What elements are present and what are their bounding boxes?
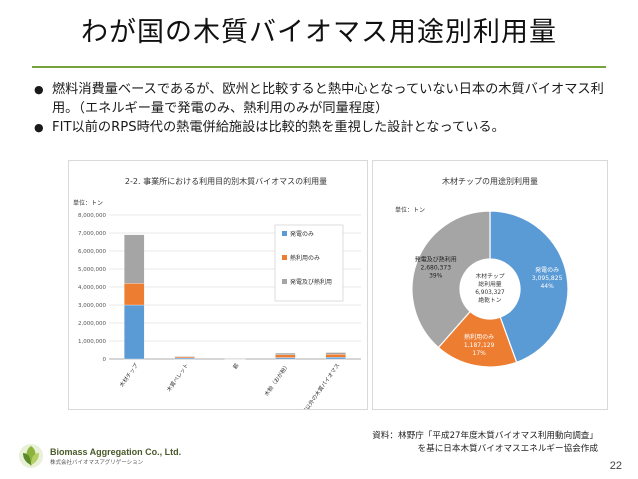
bullet-item: ● 燃料消費量ベースであるが、欧州と比較すると熱中心となっていない日本の木質バイ…: [34, 80, 614, 118]
logo-subtitle: 株式会社バイオマスアグリゲーション: [50, 459, 144, 466]
center-label: 6,903,327: [475, 290, 505, 296]
legend-box: [274, 224, 344, 302]
bar-segment: [174, 357, 195, 360]
legend-swatch: [282, 255, 287, 260]
bullet-dot-icon: ●: [34, 83, 44, 96]
center-label: 総利用量: [478, 280, 501, 288]
bar-segment: [275, 357, 296, 360]
donut-hole: [461, 260, 519, 318]
legend-label: 発電のみ: [290, 230, 314, 238]
bar-segment: [124, 304, 145, 360]
y-tick-label: 6,000,000: [78, 249, 106, 255]
bar-segment: [224, 358, 246, 360]
legend-swatch: [282, 279, 287, 284]
bar-segment: [275, 354, 296, 358]
donut-chart-panel: 木材チップの用途別利用量 単位：トン 発電のみ 3,095,825 44% 熱利用のみ…: [372, 160, 608, 410]
donut-chart-title: 木材チップの用途別利用量: [442, 176, 538, 186]
page-number: 22: [609, 460, 622, 472]
x-tick-label: 木材チップ: [118, 361, 141, 389]
y-tick-label: 5,000,000: [78, 267, 106, 273]
slice-label: 熱利用のみ: [464, 333, 494, 341]
y-tick-label: 7,000,000: [78, 231, 106, 237]
x-tick-label: 左記以外の木質バイオマス: [297, 362, 341, 409]
legend-label: 発電及び熱利用: [290, 278, 332, 286]
slice-label: 3,095,825: [532, 275, 563, 282]
bar-chart-title: 2-2. 事業所における利用目的別木質バイオマスの利用量: [125, 176, 327, 186]
center-label: 木材チップ: [476, 272, 505, 280]
donut-chart-unit-label: 単位：トン: [395, 206, 425, 214]
slice-label: 39%: [429, 272, 443, 279]
legend-swatch: [282, 231, 287, 236]
y-tick-label: 4,000,000: [78, 285, 106, 291]
title-divider: [32, 66, 606, 68]
slice-label: 1,187,129: [464, 342, 495, 349]
bullet-dot-icon: ●: [34, 121, 44, 134]
x-tick-label: 木質ペレット: [165, 362, 190, 394]
bar-segment: [124, 234, 145, 284]
bar-segment: [174, 355, 195, 357]
bar-chart-panel: 2-2. 事業所における利用目的別木質バイオマスの利用量 単位：トン 0 1,00…: [68, 160, 368, 420]
bar-segment: [325, 353, 346, 358]
y-tick-label: 8,000,000: [78, 213, 106, 219]
company-logo: Biomass Aggregation Co., Ltd. 株式会社バイオマスア…: [16, 440, 216, 472]
y-tick-label: 1,000,000: [78, 339, 106, 345]
slice-label: 17%: [473, 350, 487, 357]
slice-label: 44%: [540, 283, 554, 290]
slice-label: 発電のみ: [535, 266, 559, 274]
slice-label: 2,680,373: [420, 264, 451, 271]
bullet-list: ● 燃料消費量ベースであるが、欧州と比較すると熱中心となっていない日本の木質バイ…: [34, 80, 614, 137]
bar-segment: [325, 357, 346, 360]
bar-segment: [174, 356, 195, 359]
legend-label: 熱利用のみ: [290, 254, 320, 262]
y-tick-label: 2,000,000: [78, 321, 106, 327]
slice-label: 発電及び熱利用: [415, 255, 457, 263]
stacked-bar-chart: 2-2. 事業所における利用目的別木質バイオマスの利用量 単位：トン 0 1,00…: [73, 176, 361, 420]
bar-segment: [275, 352, 296, 356]
leaf-logo-icon: [19, 444, 43, 468]
x-tick-label: 薪: [231, 361, 241, 371]
bar-segment: [325, 352, 346, 355]
x-tick-label: 木粉（おが粉）: [262, 362, 291, 398]
y-tick-label: 3,000,000: [78, 303, 106, 309]
slide-title: わが国の木質バイオマス用途別利用量: [81, 17, 557, 48]
source-note: 資料：林野庁「平成27年度木質バイオマス利用動向調査」 を基に日本木質バイオマス…: [372, 430, 598, 456]
y-tick-label: 0: [103, 357, 107, 363]
bar-segment: [124, 283, 145, 306]
center-label: 絶乾トン: [478, 296, 501, 304]
donut-slice: [411, 210, 491, 349]
bullet-text: FIT以前のRPS時代の熱電併給施設は比較的熱を重視した設計となっている。: [52, 120, 505, 135]
source-line: 資料：林野庁「平成27年度木質バイオマス利用動向調査」: [372, 431, 598, 441]
bar-chart-unit-label: 単位：トン: [73, 199, 103, 207]
logo-name: Biomass Aggregation Co., Ltd.: [50, 446, 182, 457]
bullet-item: ● FIT以前のRPS時代の熱電併給施設は比較的熱を重視した設計となっている。: [34, 118, 614, 137]
donut-slice: [489, 210, 569, 364]
bullet-text: 燃料消費量ベースであるが、欧州と比較すると熱中心となっていない日本の木質バイオマ…: [52, 82, 604, 116]
source-line: を基に日本木質バイオマスエネルギー協会作成: [417, 444, 598, 454]
